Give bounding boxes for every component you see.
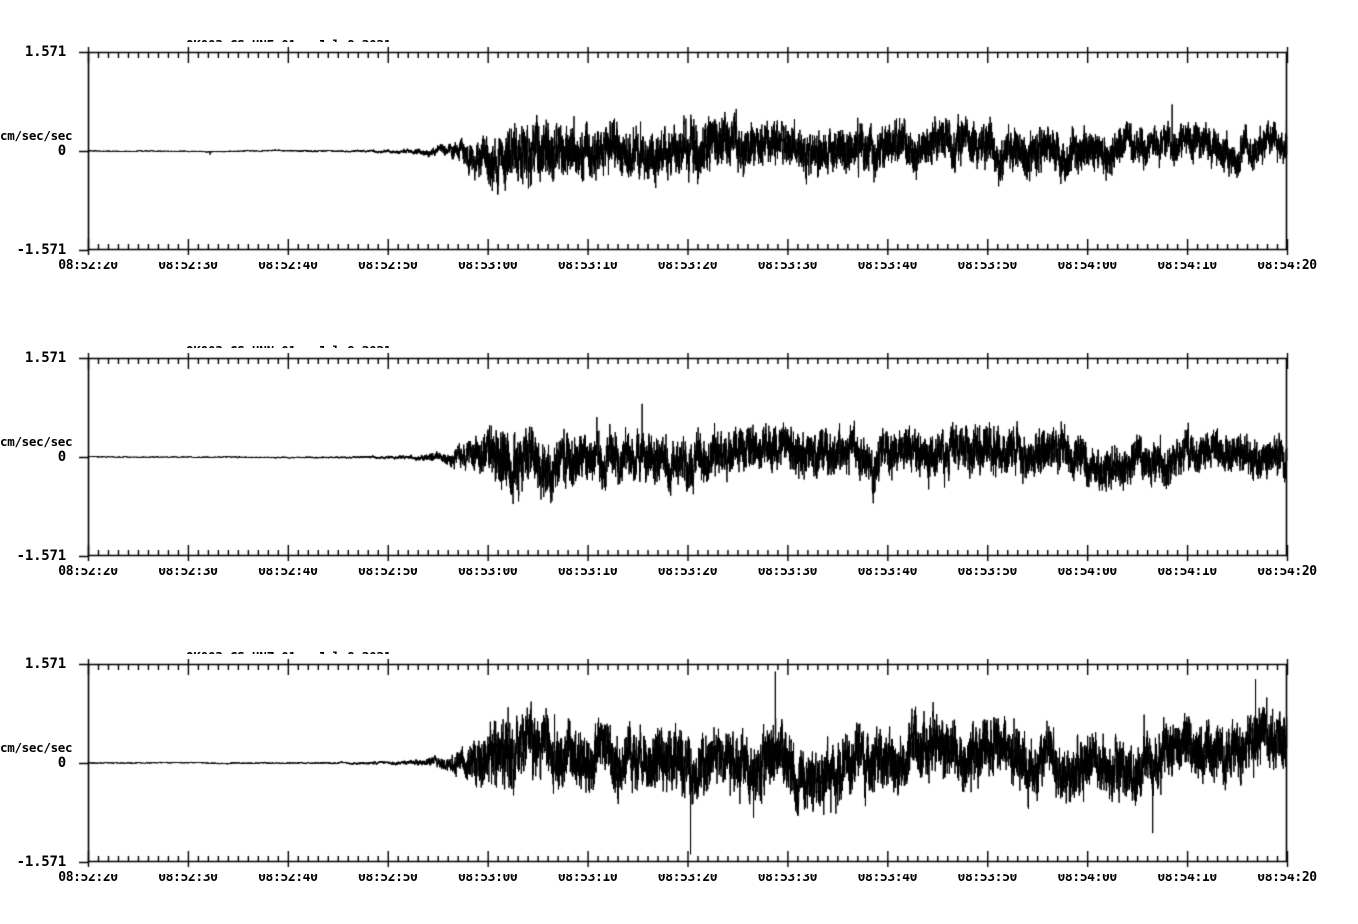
y-tick-label-hnn-1: 0: [57, 449, 66, 465]
y-tick-label-hne-1: 0: [57, 143, 66, 159]
y-tick-label-hnz-2: -1.571: [16, 854, 67, 870]
y-tick-label-hne-0: 1.571: [24, 44, 66, 60]
y-axis-unit-label-hnn: cm/sec/sec: [0, 434, 73, 449]
plot-area-hnn: [78, 348, 1299, 568]
waveform-canvas-hnz: [78, 654, 1299, 874]
plot-area-hne: [78, 42, 1299, 262]
y-tick-label-hnz-0: 1.571: [24, 656, 66, 672]
y-tick-label-hne-2: -1.571: [16, 242, 67, 258]
y-tick-label-hnz-1: 0: [57, 755, 66, 771]
y-tick-label-hnn-0: 1.571: [24, 350, 66, 366]
plot-area-hnz: [78, 654, 1299, 874]
waveform-canvas-hnn: [78, 348, 1299, 568]
y-axis-unit-label-hne: cm/sec/sec: [0, 128, 73, 143]
y-tick-label-hnn-2: -1.571: [16, 548, 67, 564]
y-axis-unit-label-hnz: cm/sec/sec: [0, 740, 73, 755]
waveform-canvas-hne: [78, 42, 1299, 262]
